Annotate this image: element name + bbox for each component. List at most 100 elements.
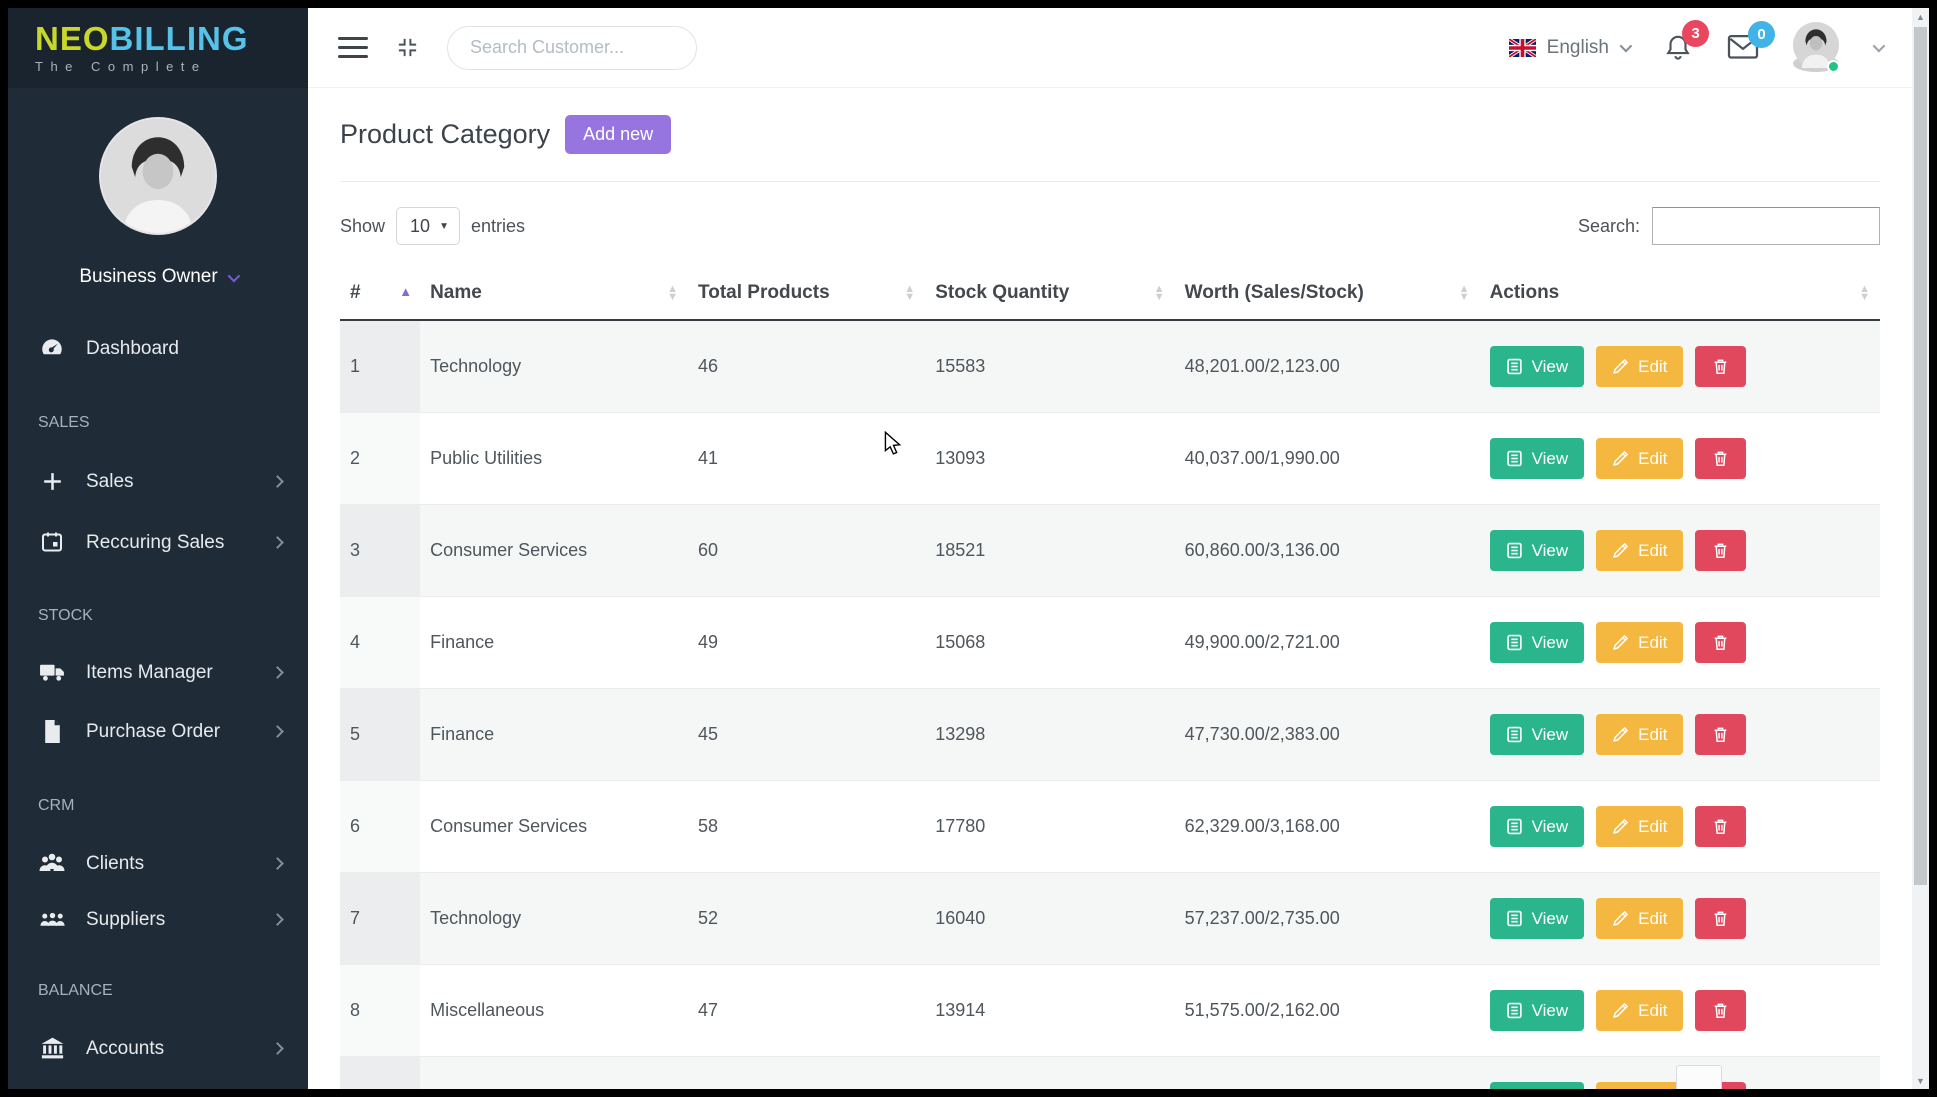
trash-icon	[1715, 727, 1727, 742]
cell-stock-quantity: 13298	[925, 688, 1175, 781]
sidebar: NEOBILLING The Complete Business Owner	[8, 8, 308, 1089]
plus-icon	[38, 469, 66, 494]
cell-total-products: 49	[688, 596, 926, 689]
chevron-right-icon	[271, 1042, 284, 1055]
chevron-right-icon	[271, 725, 284, 738]
column-header-index[interactable]: # ▲	[340, 267, 421, 321]
table-row: 1 Technology 46 15583 48,201.00/2,123.00…	[340, 320, 1880, 413]
profile-avatar[interactable]	[99, 117, 217, 235]
trash-icon	[1715, 911, 1727, 926]
view-icon	[1506, 358, 1522, 375]
edit-button[interactable]: Edit	[1596, 1082, 1684, 1089]
cell-name: Consumer Services	[420, 504, 689, 597]
table-row: 2 Public Utilities 41 13093 40,037.00/1,…	[340, 412, 1880, 505]
users-icon	[38, 852, 66, 874]
entries-select[interactable]: 10 ▼	[396, 207, 461, 245]
cell-actions: View Edit	[1479, 596, 1880, 689]
sidebar-item-items-manager[interactable]: Items Manager	[8, 644, 308, 701]
view-button[interactable]: View	[1489, 714, 1585, 755]
cell-name: Technology	[430, 356, 522, 376]
sidebar-item-suppliers[interactable]: Suppliers	[8, 892, 308, 947]
customer-search-input[interactable]	[447, 25, 697, 70]
language-selector[interactable]: English	[1508, 37, 1633, 59]
view-icon	[1506, 450, 1522, 467]
sidebar-item-accounts[interactable]: Accounts	[8, 1019, 308, 1078]
pagination-button[interactable]	[1676, 1065, 1722, 1089]
entries-select-value: 10	[410, 215, 431, 236]
delete-button[interactable]	[1695, 898, 1747, 939]
cell-index: 9	[340, 1056, 421, 1089]
edit-button[interactable]: Edit	[1596, 806, 1684, 847]
delete-button[interactable]	[1695, 806, 1747, 847]
view-button[interactable]: View	[1489, 990, 1585, 1031]
sidebar-item-label: Purchase Order	[86, 721, 221, 742]
view-button[interactable]: View	[1489, 898, 1585, 939]
view-button[interactable]: View	[1489, 622, 1585, 663]
messages-badge: 0	[1748, 21, 1775, 48]
cell-stock-quantity: 13093	[925, 412, 1175, 505]
table-row: 3 Consumer Services 60 18521 60,860.00/3…	[340, 504, 1880, 597]
scroll-down-arrow[interactable]: ▼	[1916, 1075, 1925, 1086]
cell-actions: View Edit	[1479, 688, 1880, 781]
cell-worth: 47,730.00/2,383.00	[1174, 688, 1480, 781]
delete-button[interactable]	[1695, 530, 1747, 571]
delete-button[interactable]	[1695, 990, 1747, 1031]
notifications-button[interactable]: 3	[1663, 19, 1709, 63]
column-header-actions[interactable]: Actions ▲ ▼	[1479, 267, 1880, 321]
view-icon	[1506, 634, 1522, 651]
view-button[interactable]: View	[1489, 1082, 1585, 1089]
edit-button[interactable]: Edit	[1596, 530, 1684, 571]
user-menu[interactable]	[1793, 22, 1840, 73]
sidebar-item-reccuring-sales[interactable]: Reccuring Sales	[8, 512, 308, 572]
delete-button[interactable]	[1695, 438, 1747, 479]
column-header-total-products[interactable]: Total Products ▲ ▼	[688, 267, 926, 321]
delete-button[interactable]	[1695, 346, 1747, 387]
scroll-up-arrow[interactable]: ▲	[1916, 11, 1925, 22]
edit-button[interactable]: Edit	[1596, 714, 1684, 755]
scrollbar-thumb[interactable]	[1914, 27, 1927, 885]
column-header-name[interactable]: Name ▲ ▼	[420, 267, 689, 321]
table-body: 1 Technology 46 15583 48,201.00/2,123.00…	[340, 320, 1880, 1089]
cell-name: Finance	[420, 688, 689, 781]
delete-button[interactable]	[1695, 622, 1747, 663]
edit-button[interactable]: Edit	[1596, 622, 1684, 663]
file-icon	[38, 719, 66, 744]
pencil-icon	[1613, 818, 1629, 834]
profile-name-dropdown[interactable]: Business Owner	[8, 266, 308, 288]
column-header-worth[interactable]: Worth (Sales/Stock) ▲ ▼	[1174, 267, 1480, 321]
view-button[interactable]: View	[1489, 438, 1585, 479]
cell-index: 1	[340, 320, 421, 413]
trash-icon	[1715, 635, 1727, 650]
view-button[interactable]: View	[1489, 806, 1585, 847]
page-content: Product Category Add new Show 10 ▼ entri…	[308, 88, 1912, 1089]
edit-button[interactable]: Edit	[1596, 438, 1684, 479]
column-header-stock-quantity[interactable]: Stock Quantity ▲ ▼	[925, 267, 1175, 321]
entries-label: entries	[471, 215, 526, 236]
messages-button[interactable]: 0	[1727, 21, 1775, 61]
cell-total-products: 46	[698, 356, 719, 376]
cell-total-products: 49	[688, 1056, 926, 1089]
menu-toggle-icon[interactable]	[338, 37, 368, 58]
view-button[interactable]: View	[1489, 346, 1585, 387]
vertical-scrollbar: ▲ ▼	[1912, 8, 1929, 1089]
cell-name: Public Utilities	[420, 412, 689, 505]
sort-icon: ▲ ▼	[1859, 283, 1870, 303]
fullscreen-toggle-icon[interactable]	[396, 36, 419, 59]
brand-logo[interactable]: NEOBILLING The Complete	[8, 8, 308, 88]
pencil-icon	[1613, 726, 1629, 742]
sidebar-item-clients[interactable]: Clients	[8, 834, 308, 892]
edit-button[interactable]: Edit	[1596, 346, 1684, 387]
add-new-button[interactable]: Add new	[565, 115, 672, 154]
sidebar-item-sales[interactable]: Sales	[8, 451, 308, 512]
brand-tagline: The Complete	[35, 59, 207, 74]
sidebar-item-dashboard[interactable]: Dashboard	[8, 317, 308, 379]
edit-button[interactable]: Edit	[1596, 898, 1684, 939]
delete-button[interactable]	[1695, 714, 1747, 755]
users-icon	[38, 912, 66, 928]
cell-worth: 40,037.00/1,990.00	[1174, 412, 1480, 505]
chevron-down-icon[interactable]	[1872, 39, 1886, 53]
sidebar-item-purchase-order[interactable]: Purchase Order	[8, 701, 308, 762]
edit-button[interactable]: Edit	[1596, 990, 1684, 1031]
view-button[interactable]: View	[1489, 530, 1585, 571]
table-search-input[interactable]	[1652, 207, 1880, 245]
